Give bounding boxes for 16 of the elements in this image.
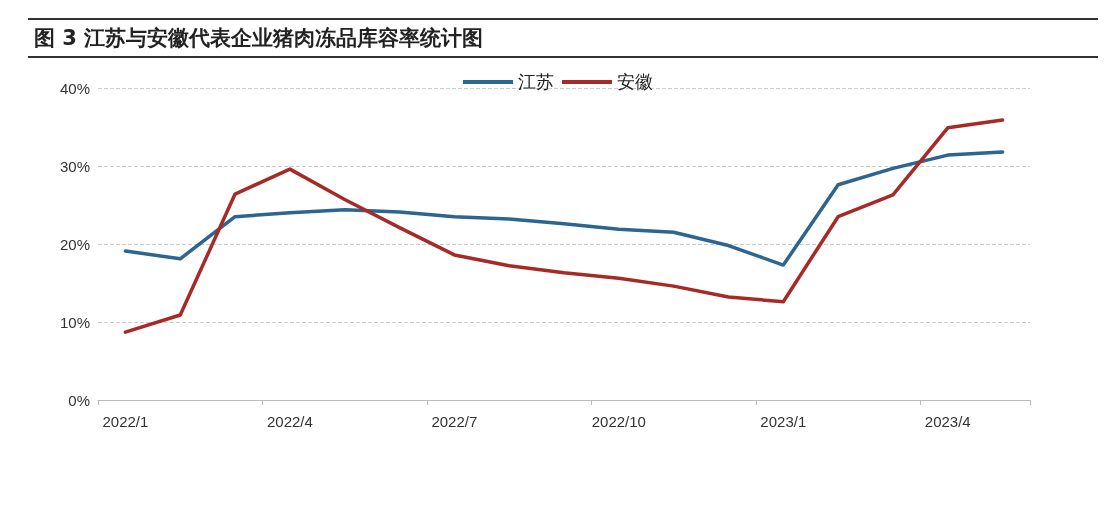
line-series [123, 150, 1005, 267]
y-tick-label: 10% [59, 313, 90, 331]
y-tick-label: 40% [59, 79, 90, 97]
y-tick-label: 0% [68, 391, 90, 409]
x-tick-label: 2023/1 [760, 413, 807, 430]
x-tick-label: 2022/10 [591, 413, 646, 430]
y-tick-label: 30% [59, 157, 90, 175]
x-tick-label: 2022/4 [266, 413, 313, 430]
y-tick-label: 20% [59, 235, 90, 253]
legend-label: 江苏 [518, 72, 554, 92]
line-series [123, 118, 1005, 334]
x-tick-label: 2022/1 [102, 413, 149, 430]
x-tick-label: 2022/7 [431, 413, 478, 430]
legend-label: 安徽 [617, 72, 653, 92]
chart-title: 图 3 江苏与安徽代表企业猪肉冻品库容率统计图 [28, 18, 1098, 58]
x-tick-label: 2023/4 [924, 413, 971, 430]
